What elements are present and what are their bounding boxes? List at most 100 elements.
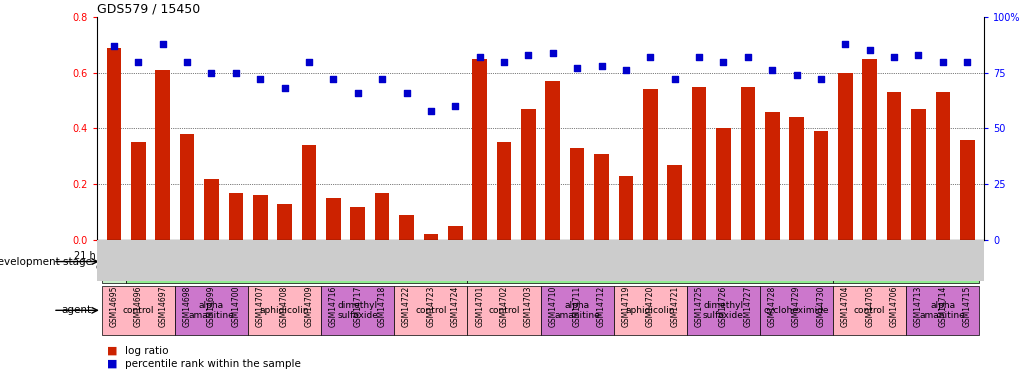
Text: percentile rank within the sample: percentile rank within the sample	[125, 359, 301, 369]
Text: 43 h early 2-cell embryo: 43 h early 2-cell embryo	[590, 256, 709, 267]
Point	[665, 76, 682, 82]
Bar	[423, 234, 438, 240]
Bar	[686, 286, 759, 334]
Bar	[394, 286, 467, 334]
Text: ■: ■	[107, 359, 117, 369]
Point	[398, 90, 415, 96]
Bar	[374, 193, 389, 240]
Bar	[102, 286, 174, 334]
Bar	[472, 59, 486, 240]
Bar	[545, 81, 559, 240]
Bar	[666, 165, 682, 240]
Text: alpha
amanitine: alpha amanitine	[919, 301, 965, 320]
Bar	[126, 240, 467, 283]
Bar	[496, 142, 511, 240]
Point	[301, 58, 317, 64]
Point	[739, 54, 755, 60]
Bar	[130, 142, 146, 240]
Bar	[642, 89, 657, 240]
Point	[276, 85, 292, 91]
Point	[886, 54, 902, 60]
Point	[350, 90, 366, 96]
Bar	[740, 87, 754, 240]
Point	[544, 50, 560, 55]
Point	[593, 63, 609, 69]
Point	[642, 54, 658, 60]
Point	[763, 68, 780, 74]
Point	[227, 70, 244, 76]
Text: ■: ■	[107, 346, 117, 355]
Text: agent: agent	[61, 305, 92, 315]
Bar	[833, 240, 978, 283]
Bar	[204, 178, 219, 240]
Point	[106, 43, 122, 49]
Text: control: control	[853, 306, 884, 315]
Text: GDS579 / 15450: GDS579 / 15450	[97, 3, 200, 16]
Point	[861, 47, 877, 53]
Text: 54 h late 2-cell embryo: 54 h late 2-cell embryo	[849, 256, 962, 267]
Point	[495, 58, 512, 64]
Text: alpha
amanitine: alpha amanitine	[553, 301, 599, 320]
Text: control: control	[122, 306, 154, 315]
Point	[203, 70, 219, 76]
Point	[155, 40, 171, 46]
Text: aphidicolin: aphidicolin	[625, 306, 675, 315]
Point	[569, 65, 585, 71]
Point	[130, 58, 147, 64]
Bar	[959, 140, 973, 240]
Point	[178, 58, 195, 64]
Point	[325, 76, 341, 82]
Point	[812, 76, 828, 82]
Text: dimethyl
sulfoxide: dimethyl sulfoxide	[702, 301, 743, 320]
Bar	[838, 73, 852, 240]
Bar	[759, 286, 833, 334]
Bar	[715, 128, 730, 240]
Bar	[764, 112, 779, 240]
Bar	[253, 195, 267, 240]
Bar	[570, 148, 584, 240]
Text: alpha
amanitine: alpha amanitine	[189, 301, 234, 320]
Point	[837, 40, 853, 46]
Point	[788, 72, 804, 78]
Text: 21 h early 1-cell
embryo: 21 h early 1-cell embryo	[74, 251, 153, 272]
Text: development stage: development stage	[0, 256, 92, 267]
Text: control: control	[488, 306, 520, 315]
Bar	[594, 153, 608, 240]
Bar	[107, 48, 121, 240]
Bar	[467, 240, 833, 283]
Bar	[833, 286, 906, 334]
Point	[520, 52, 536, 58]
Point	[909, 52, 925, 58]
Bar	[321, 286, 394, 334]
Bar	[540, 286, 613, 334]
Bar	[174, 286, 248, 334]
Bar	[248, 286, 321, 334]
Bar	[910, 109, 925, 240]
Bar	[326, 198, 340, 240]
Bar	[906, 286, 978, 334]
Bar	[447, 226, 463, 240]
Point	[714, 58, 731, 64]
Point	[374, 76, 390, 82]
Bar	[813, 131, 827, 240]
Bar	[398, 215, 414, 240]
Text: cycloheximide: cycloheximide	[763, 306, 828, 315]
Point	[933, 58, 950, 64]
Bar	[618, 176, 633, 240]
Bar	[102, 240, 126, 283]
Point	[446, 103, 463, 109]
Point	[422, 108, 438, 114]
Bar	[861, 59, 876, 240]
Bar	[179, 134, 195, 240]
Point	[618, 68, 634, 74]
Point	[252, 76, 268, 82]
Bar	[691, 87, 706, 240]
Text: dimethyl
sulfoxide: dimethyl sulfoxide	[337, 301, 378, 320]
Bar	[302, 145, 316, 240]
Text: aphidicolin: aphidicolin	[260, 306, 309, 315]
Bar	[934, 92, 950, 240]
Bar	[351, 207, 365, 240]
Text: log ratio: log ratio	[125, 346, 169, 355]
Point	[958, 58, 974, 64]
Bar	[277, 204, 291, 240]
